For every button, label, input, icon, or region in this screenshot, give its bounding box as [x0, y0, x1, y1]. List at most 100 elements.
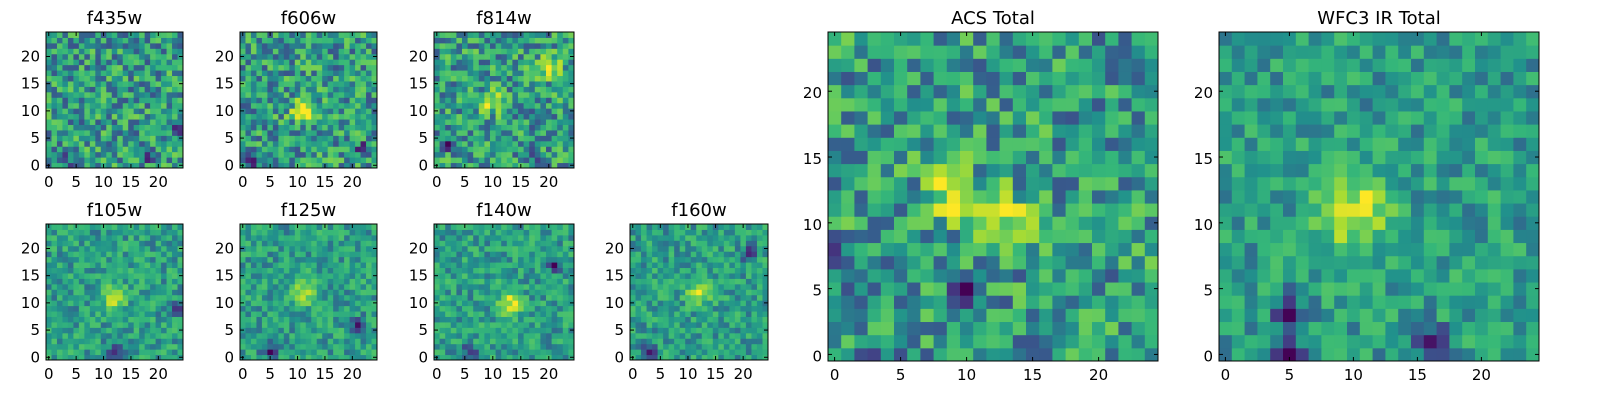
heatmap-cell: [490, 294, 497, 301]
heatmap-cell: [907, 229, 921, 244]
heatmap-cell: [478, 267, 485, 274]
heatmap-cell: [529, 332, 536, 339]
heatmap-cell: [245, 278, 252, 285]
heatmap-cell: [89, 300, 96, 307]
heatmap-cell: [267, 80, 274, 87]
heatmap-cell: [172, 240, 179, 247]
heatmap-cell: [529, 129, 536, 136]
heatmap-cell: [161, 151, 168, 158]
heatmap-cell: [51, 151, 58, 158]
heatmap-cell: [311, 48, 318, 55]
heatmap-cell: [144, 32, 151, 38]
heatmap-cell: [250, 256, 257, 263]
heatmap-cell: [283, 224, 290, 230]
heatmap-cell: [261, 224, 268, 230]
heatmap-cell: [1105, 334, 1119, 349]
heatmap-cell: [568, 75, 575, 82]
heatmap-cell: [439, 157, 446, 164]
heatmap-cell: [62, 80, 69, 87]
heatmap-cell: [355, 157, 362, 164]
heatmap-cell: [366, 343, 373, 350]
heatmap-cell: [495, 53, 502, 60]
heatmap-cell: [89, 327, 96, 334]
heatmap-cell: [250, 113, 257, 120]
heatmap-cell: [646, 267, 653, 274]
heatmap-cell: [473, 53, 480, 60]
heatmap-cell: [696, 278, 703, 285]
heatmap-cell: [1065, 189, 1080, 204]
heatmap-cell: [155, 251, 162, 258]
heatmap-cell: [161, 240, 168, 247]
heatmap-cell: [360, 256, 367, 263]
heatmap-cell: [490, 229, 497, 236]
heatmap-cell: [355, 162, 362, 169]
heatmap-cell: [986, 163, 1001, 178]
heatmap-cell: [450, 37, 457, 44]
heatmap-cell: [366, 338, 373, 345]
heatmap-cell: [456, 119, 463, 125]
heatmap-cell: [62, 119, 69, 125]
heatmap-cell: [652, 316, 659, 323]
heatmap-cell: [305, 64, 312, 71]
panel-title: f814w: [476, 8, 531, 29]
heatmap-cell: [106, 343, 113, 350]
heatmap-cell: [512, 240, 519, 247]
heatmap-cell: [300, 229, 307, 236]
heatmap-cell: [100, 289, 107, 296]
heatmap-cell: [518, 64, 525, 71]
heatmap-cell: [117, 157, 124, 164]
heatmap-cell: [641, 262, 648, 269]
heatmap-cell: [278, 229, 285, 236]
heatmap-cell: [518, 289, 525, 296]
heatmap-cell: [1105, 242, 1119, 257]
heatmap-cell: [506, 37, 513, 44]
heatmap-cell: [456, 349, 463, 356]
heatmap-cell: [333, 343, 340, 350]
heatmap-cell: [95, 283, 102, 290]
heatmap-cell: [495, 278, 502, 285]
heatmap-cell: [338, 129, 345, 136]
heatmap-cell: [300, 305, 307, 312]
heatmap-cell: [305, 146, 312, 153]
heatmap-cell: [349, 327, 356, 334]
heatmap-cell: [360, 59, 367, 66]
heatmap-cell: [100, 124, 107, 131]
heatmap-cell: [551, 70, 558, 77]
heatmap-cell: [267, 146, 274, 153]
heatmap-cell: [557, 119, 564, 125]
heatmap-cell: [529, 32, 536, 38]
heatmap-cell: [344, 311, 351, 317]
heatmap-cell: [67, 289, 74, 296]
heatmap-cell: [128, 151, 135, 158]
heatmap-cell: [333, 256, 340, 263]
heatmap-cell: [568, 32, 575, 38]
heatmap-cell: [518, 267, 525, 274]
heatmap-cell: [551, 91, 558, 98]
heatmap-cell: [635, 256, 642, 263]
heatmap-cell: [245, 311, 252, 317]
y-tick-label: 0: [614, 348, 624, 366]
heatmap-cell: [920, 321, 935, 336]
heatmap-cell: [360, 305, 367, 312]
heatmap-cell: [300, 135, 307, 142]
heatmap-cell: [300, 262, 307, 269]
heatmap-cell: [139, 119, 146, 125]
heatmap-cell: [327, 146, 334, 153]
heatmap-cell: [272, 332, 279, 339]
heatmap-cell: [256, 146, 263, 153]
heatmap-cell: [272, 108, 279, 115]
heatmap-cell: [172, 135, 179, 142]
heatmap-cell: [685, 256, 692, 263]
heatmap-cell: [467, 91, 474, 98]
heatmap-cell: [111, 42, 118, 49]
heatmap-cell: [62, 59, 69, 66]
heatmap-cell: [828, 176, 842, 191]
heatmap-cell: [256, 129, 263, 136]
heatmap-cell: [456, 129, 463, 136]
heatmap-cell: [867, 321, 882, 336]
heatmap-cell: [155, 294, 162, 301]
heatmap-cell: [128, 37, 135, 44]
heatmap-cell: [450, 283, 457, 290]
heatmap-cell: [366, 124, 373, 131]
heatmap-cell: [95, 245, 102, 252]
